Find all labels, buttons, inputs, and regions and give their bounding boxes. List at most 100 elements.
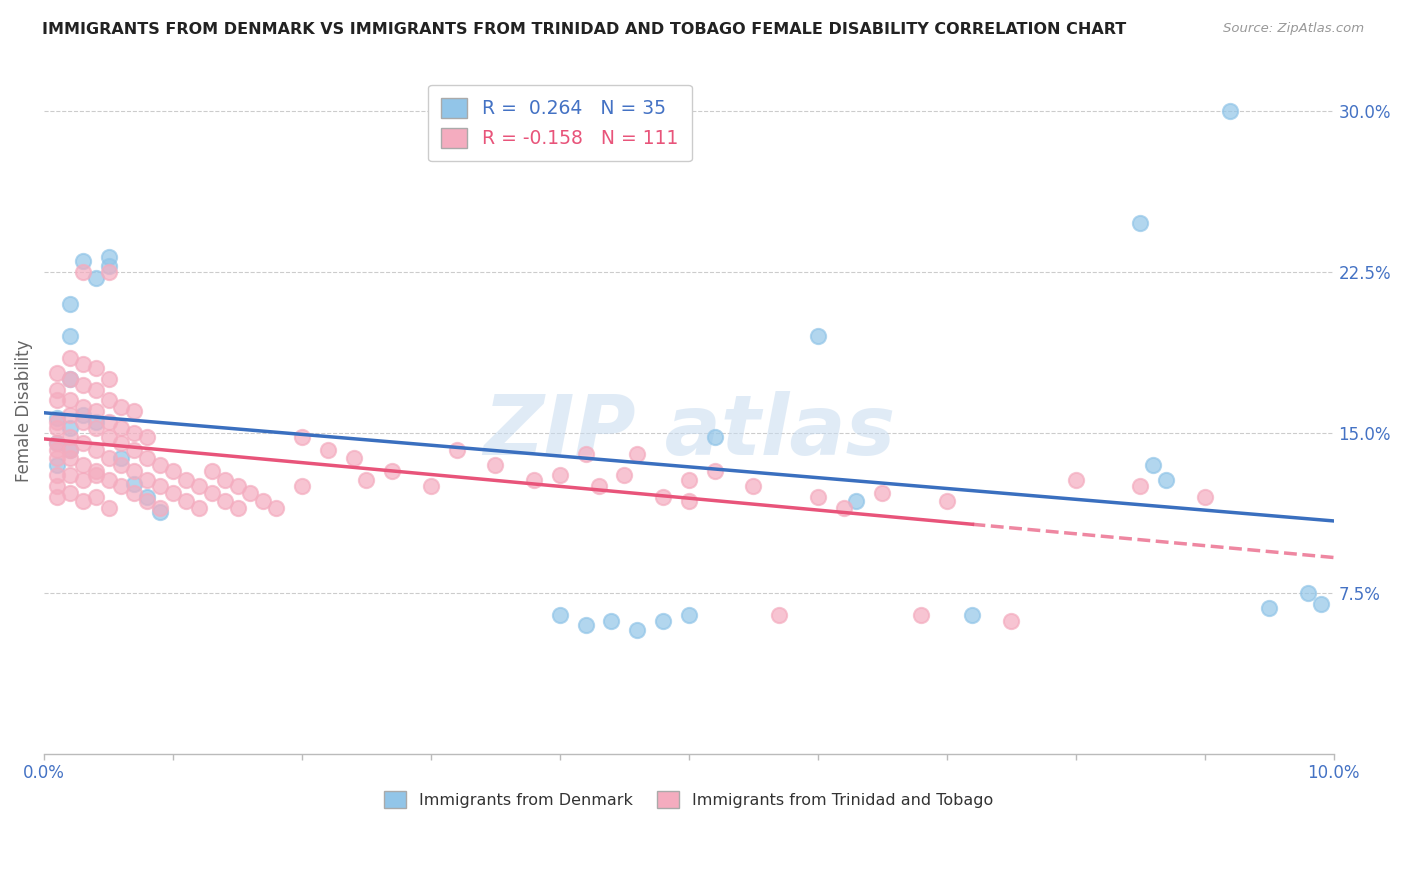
Point bbox=[59, 421, 82, 435]
Point bbox=[46, 442, 69, 457]
Point bbox=[46, 393, 69, 408]
Point bbox=[59, 485, 82, 500]
Point bbox=[136, 451, 159, 466]
Point bbox=[97, 372, 120, 386]
Point bbox=[652, 490, 675, 504]
Point bbox=[613, 468, 636, 483]
Point bbox=[72, 357, 94, 371]
Point bbox=[72, 400, 94, 414]
Y-axis label: Female Disability: Female Disability bbox=[15, 340, 32, 483]
Point bbox=[97, 250, 120, 264]
Point bbox=[110, 421, 132, 435]
Point bbox=[59, 372, 82, 386]
Point bbox=[1064, 473, 1087, 487]
Point bbox=[419, 479, 441, 493]
Point bbox=[807, 490, 830, 504]
Point bbox=[703, 464, 725, 478]
Point bbox=[149, 505, 172, 519]
Point bbox=[252, 494, 274, 508]
Point bbox=[72, 409, 94, 423]
Point bbox=[316, 442, 339, 457]
Point bbox=[626, 447, 648, 461]
Point bbox=[226, 500, 249, 515]
Point bbox=[1309, 597, 1331, 611]
Point bbox=[46, 410, 69, 425]
Point bbox=[97, 473, 120, 487]
Point bbox=[110, 451, 132, 466]
Point bbox=[124, 404, 146, 418]
Point bbox=[84, 271, 107, 285]
Point bbox=[72, 378, 94, 392]
Point bbox=[59, 351, 82, 365]
Point bbox=[124, 477, 146, 491]
Point bbox=[356, 473, 378, 487]
Point bbox=[97, 259, 120, 273]
Point bbox=[84, 421, 107, 435]
Point bbox=[46, 468, 69, 483]
Point bbox=[46, 383, 69, 397]
Point bbox=[84, 415, 107, 429]
Point bbox=[72, 458, 94, 472]
Point bbox=[832, 500, 855, 515]
Legend: Immigrants from Denmark, Immigrants from Trinidad and Tobago: Immigrants from Denmark, Immigrants from… bbox=[378, 785, 1000, 814]
Point bbox=[678, 473, 700, 487]
Point bbox=[870, 485, 893, 500]
Point bbox=[523, 473, 546, 487]
Point bbox=[110, 479, 132, 493]
Point bbox=[742, 479, 765, 493]
Point bbox=[910, 607, 932, 622]
Point bbox=[1000, 614, 1022, 628]
Point bbox=[84, 442, 107, 457]
Point bbox=[46, 451, 69, 466]
Point bbox=[46, 415, 69, 429]
Point bbox=[1296, 586, 1319, 600]
Point bbox=[59, 430, 82, 444]
Point bbox=[239, 485, 262, 500]
Point bbox=[1129, 479, 1152, 493]
Point bbox=[845, 494, 868, 508]
Point bbox=[97, 265, 120, 279]
Point bbox=[110, 400, 132, 414]
Point bbox=[291, 430, 314, 444]
Point bbox=[1194, 490, 1216, 504]
Point bbox=[72, 415, 94, 429]
Point bbox=[59, 329, 82, 343]
Point bbox=[97, 430, 120, 444]
Point bbox=[84, 464, 107, 478]
Point bbox=[484, 458, 506, 472]
Point bbox=[588, 479, 610, 493]
Point bbox=[59, 451, 82, 466]
Point bbox=[935, 494, 957, 508]
Point bbox=[124, 425, 146, 440]
Text: IMMIGRANTS FROM DENMARK VS IMMIGRANTS FROM TRINIDAD AND TOBAGO FEMALE DISABILITY: IMMIGRANTS FROM DENMARK VS IMMIGRANTS FR… bbox=[42, 22, 1126, 37]
Point bbox=[214, 494, 236, 508]
Point bbox=[149, 479, 172, 493]
Point bbox=[548, 468, 571, 483]
Point bbox=[136, 430, 159, 444]
Text: Source: ZipAtlas.com: Source: ZipAtlas.com bbox=[1223, 22, 1364, 36]
Point bbox=[136, 490, 159, 504]
Point bbox=[548, 607, 571, 622]
Point bbox=[201, 464, 224, 478]
Point bbox=[703, 430, 725, 444]
Point bbox=[84, 361, 107, 376]
Point bbox=[264, 500, 287, 515]
Point bbox=[84, 490, 107, 504]
Point bbox=[124, 485, 146, 500]
Point bbox=[46, 436, 69, 450]
Point bbox=[600, 614, 623, 628]
Point bbox=[84, 383, 107, 397]
Point bbox=[291, 479, 314, 493]
Point bbox=[59, 442, 82, 457]
Point bbox=[124, 464, 146, 478]
Point bbox=[678, 607, 700, 622]
Point bbox=[97, 393, 120, 408]
Point bbox=[59, 393, 82, 408]
Point bbox=[84, 468, 107, 483]
Point bbox=[226, 479, 249, 493]
Point bbox=[136, 473, 159, 487]
Point bbox=[768, 607, 790, 622]
Point bbox=[59, 442, 82, 457]
Point bbox=[342, 451, 364, 466]
Point bbox=[46, 421, 69, 435]
